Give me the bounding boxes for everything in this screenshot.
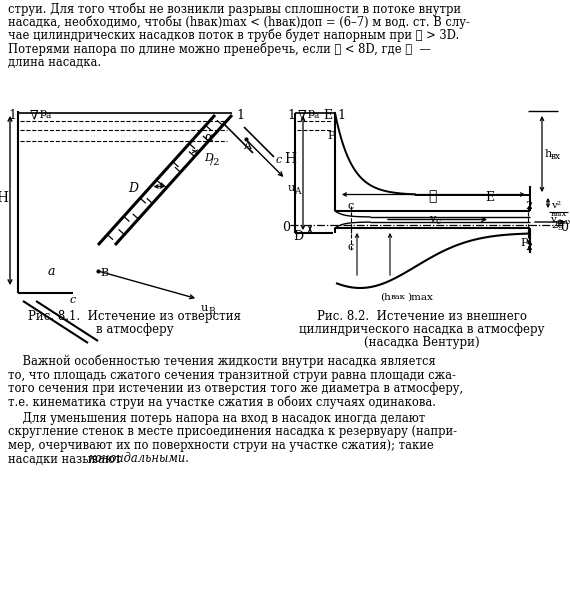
Text: D: D xyxy=(129,181,139,195)
Text: Рис. 8.2.  Истечение из внешнего: Рис. 8.2. Истечение из внешнего xyxy=(317,310,527,323)
Text: v²: v² xyxy=(551,201,561,210)
Text: v: v xyxy=(429,213,435,224)
Text: Для уменьшения потерь напора на вход в насадок иногда делают: Для уменьшения потерь напора на вход в н… xyxy=(8,412,425,425)
Text: c: c xyxy=(347,242,353,252)
Text: (насадка Вентури): (насадка Вентури) xyxy=(364,336,480,349)
Text: вых: вых xyxy=(551,210,567,218)
Text: P: P xyxy=(327,131,335,141)
Text: h: h xyxy=(545,149,552,159)
Text: α: α xyxy=(204,131,213,144)
Text: D: D xyxy=(293,230,303,243)
Text: того сечения при истечении из отверстия того же диаметра в атмосферу,: того сечения при истечении из отверстия … xyxy=(8,382,463,395)
Text: c: c xyxy=(435,216,440,225)
Text: вх: вх xyxy=(551,152,561,161)
Text: насадка, необходимо, чтобы (hвак)max < (hвак)доп = (6–7) м вод. ст. В слу-: насадка, необходимо, чтобы (hвак)max < (… xyxy=(8,15,470,29)
Text: цилиндрического насадка в атмосферу: цилиндрического насадка в атмосферу xyxy=(299,323,545,336)
Text: вых: вых xyxy=(557,218,570,226)
Text: длина насадка.: длина насадка. xyxy=(8,56,101,69)
Text: 1: 1 xyxy=(287,109,295,122)
Text: 2: 2 xyxy=(525,242,532,252)
Text: насадки называют: насадки называют xyxy=(8,452,125,466)
Text: ℓ: ℓ xyxy=(428,190,436,203)
Text: Потерями напора по длине можно пренебречь, если ℓ < 8D, где ℓ  —: Потерями напора по длине можно пренебреч… xyxy=(8,43,431,56)
Text: P: P xyxy=(520,238,527,248)
Text: 2: 2 xyxy=(525,201,532,211)
Text: c: c xyxy=(347,201,353,211)
Text: H: H xyxy=(284,152,296,166)
Text: B: B xyxy=(208,307,215,316)
Text: a: a xyxy=(313,111,319,120)
Text: 1: 1 xyxy=(337,109,345,122)
Text: Важной особенностью течения жидкости внутри насадка является: Важной особенностью течения жидкости вну… xyxy=(8,355,435,368)
Text: в атмосферу: в атмосферу xyxy=(96,323,174,336)
Text: 1: 1 xyxy=(8,109,16,122)
Text: т.е. кинематика струи на участке сжатия в обоих случаях одинакова.: т.е. кинематика струи на участке сжатия … xyxy=(8,396,436,409)
Text: )max: )max xyxy=(407,293,433,302)
Text: u: u xyxy=(287,183,295,193)
Text: коноидальными.: коноидальными. xyxy=(88,452,189,466)
Text: 2g: 2g xyxy=(551,221,564,230)
Text: H: H xyxy=(0,191,8,205)
Text: /2: /2 xyxy=(210,157,220,167)
Text: p: p xyxy=(308,108,315,118)
Text: то, что площадь сжатого сечения транзитной струи равна площади сжа-: то, что площадь сжатого сечения транзитн… xyxy=(8,368,456,381)
Text: Рис. 8.1.  Истечение из отверстия: Рис. 8.1. Истечение из отверстия xyxy=(28,310,242,323)
Text: вак: вак xyxy=(391,293,406,301)
Text: струи. Для того чтобы не возникли разрывы сплошности в потоке внутри: струи. Для того чтобы не возникли разрыв… xyxy=(8,2,461,15)
Text: 1: 1 xyxy=(236,109,244,122)
Text: ∇: ∇ xyxy=(298,109,307,122)
Text: мер, очерчивают их по поверхности струи на участке сжатия); такие: мер, очерчивают их по поверхности струи … xyxy=(8,439,434,452)
Text: u: u xyxy=(201,303,208,313)
Text: D: D xyxy=(204,154,213,164)
Text: ∇: ∇ xyxy=(30,109,39,122)
Text: p: p xyxy=(40,108,47,118)
Text: E: E xyxy=(485,191,494,204)
Text: (h: (h xyxy=(380,293,391,302)
Text: B: B xyxy=(100,268,108,278)
Text: A: A xyxy=(295,187,301,196)
Text: c: c xyxy=(276,155,282,165)
Text: a: a xyxy=(48,265,55,278)
Text: A: A xyxy=(243,141,251,151)
Text: 0: 0 xyxy=(282,221,290,234)
Text: v: v xyxy=(550,215,556,224)
Text: a: a xyxy=(45,111,50,120)
Text: E: E xyxy=(323,109,332,122)
Text: чае цилиндрических насадков поток в трубе будет напорным при ℓ > 3D.: чае цилиндрических насадков поток в труб… xyxy=(8,29,459,43)
Text: скругление стенок в месте присоединения насадка к резервуару (напри-: скругление стенок в месте присоединения … xyxy=(8,426,457,438)
Text: c: c xyxy=(70,295,76,305)
Text: 0: 0 xyxy=(560,221,568,234)
